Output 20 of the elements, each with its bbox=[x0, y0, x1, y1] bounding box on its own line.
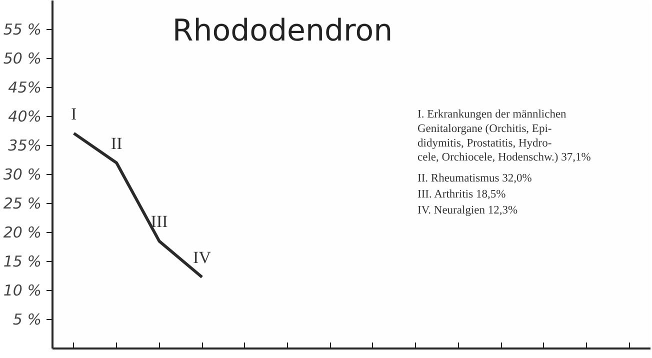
y-tick-label: 35% bbox=[8, 136, 42, 154]
data-label: III bbox=[150, 212, 168, 232]
y-tick-label: 5 % bbox=[12, 310, 42, 328]
y-tick-label: 30 % bbox=[3, 166, 42, 184]
annotation: II. Rheumatismus 32,0% bbox=[418, 172, 532, 184]
annotation: IV. Neuralgien 12,3% bbox=[418, 204, 518, 216]
y-tick-label: 20 % bbox=[3, 224, 42, 242]
data-label: I bbox=[71, 104, 78, 124]
annotation: I. Erkrankungen der männlichen Genitalorgane (Orchitis, Epi- didymitis, Prostatitis, Hydro- cele, Orchiocele, Hodenschw.) 37,1% bbox=[418, 108, 592, 164]
y-tick-label: 10 % bbox=[3, 282, 42, 300]
text: Rhododendron bbox=[172, 14, 393, 48]
y-tick-label: 50 % bbox=[3, 50, 42, 68]
y-tick-label: 40% bbox=[8, 108, 42, 126]
y-tick-label: 25 % bbox=[3, 194, 42, 212]
data-label: IV bbox=[193, 248, 212, 268]
annotation: III. Arthritis 18,5% bbox=[418, 188, 506, 200]
y-tick-label: 15 % bbox=[3, 252, 42, 270]
data-label: II bbox=[110, 134, 123, 153]
y-tick-label: 55 % bbox=[3, 20, 42, 38]
y-tick-label: 45% bbox=[8, 78, 42, 96]
